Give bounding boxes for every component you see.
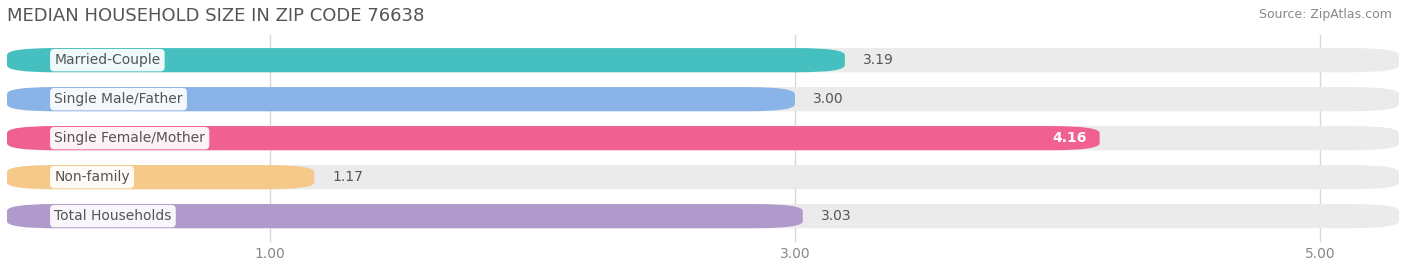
Text: 1.17: 1.17 xyxy=(333,170,364,184)
FancyBboxPatch shape xyxy=(7,87,1399,111)
FancyBboxPatch shape xyxy=(7,165,1399,189)
Text: 3.00: 3.00 xyxy=(813,92,844,106)
Text: Single Female/Mother: Single Female/Mother xyxy=(55,131,205,145)
Text: 3.19: 3.19 xyxy=(863,53,894,67)
Text: MEDIAN HOUSEHOLD SIZE IN ZIP CODE 76638: MEDIAN HOUSEHOLD SIZE IN ZIP CODE 76638 xyxy=(7,7,425,25)
FancyBboxPatch shape xyxy=(7,126,1399,150)
FancyBboxPatch shape xyxy=(7,48,845,72)
FancyBboxPatch shape xyxy=(7,126,1099,150)
FancyBboxPatch shape xyxy=(7,204,803,228)
Text: Total Households: Total Households xyxy=(55,209,172,223)
Text: 3.03: 3.03 xyxy=(821,209,852,223)
Text: Single Male/Father: Single Male/Father xyxy=(55,92,183,106)
FancyBboxPatch shape xyxy=(7,87,794,111)
FancyBboxPatch shape xyxy=(7,165,315,189)
FancyBboxPatch shape xyxy=(7,204,1399,228)
Text: Non-family: Non-family xyxy=(55,170,129,184)
Text: 4.16: 4.16 xyxy=(1052,131,1087,145)
FancyBboxPatch shape xyxy=(7,48,1399,72)
Text: Source: ZipAtlas.com: Source: ZipAtlas.com xyxy=(1258,8,1392,21)
Text: Married-Couple: Married-Couple xyxy=(55,53,160,67)
